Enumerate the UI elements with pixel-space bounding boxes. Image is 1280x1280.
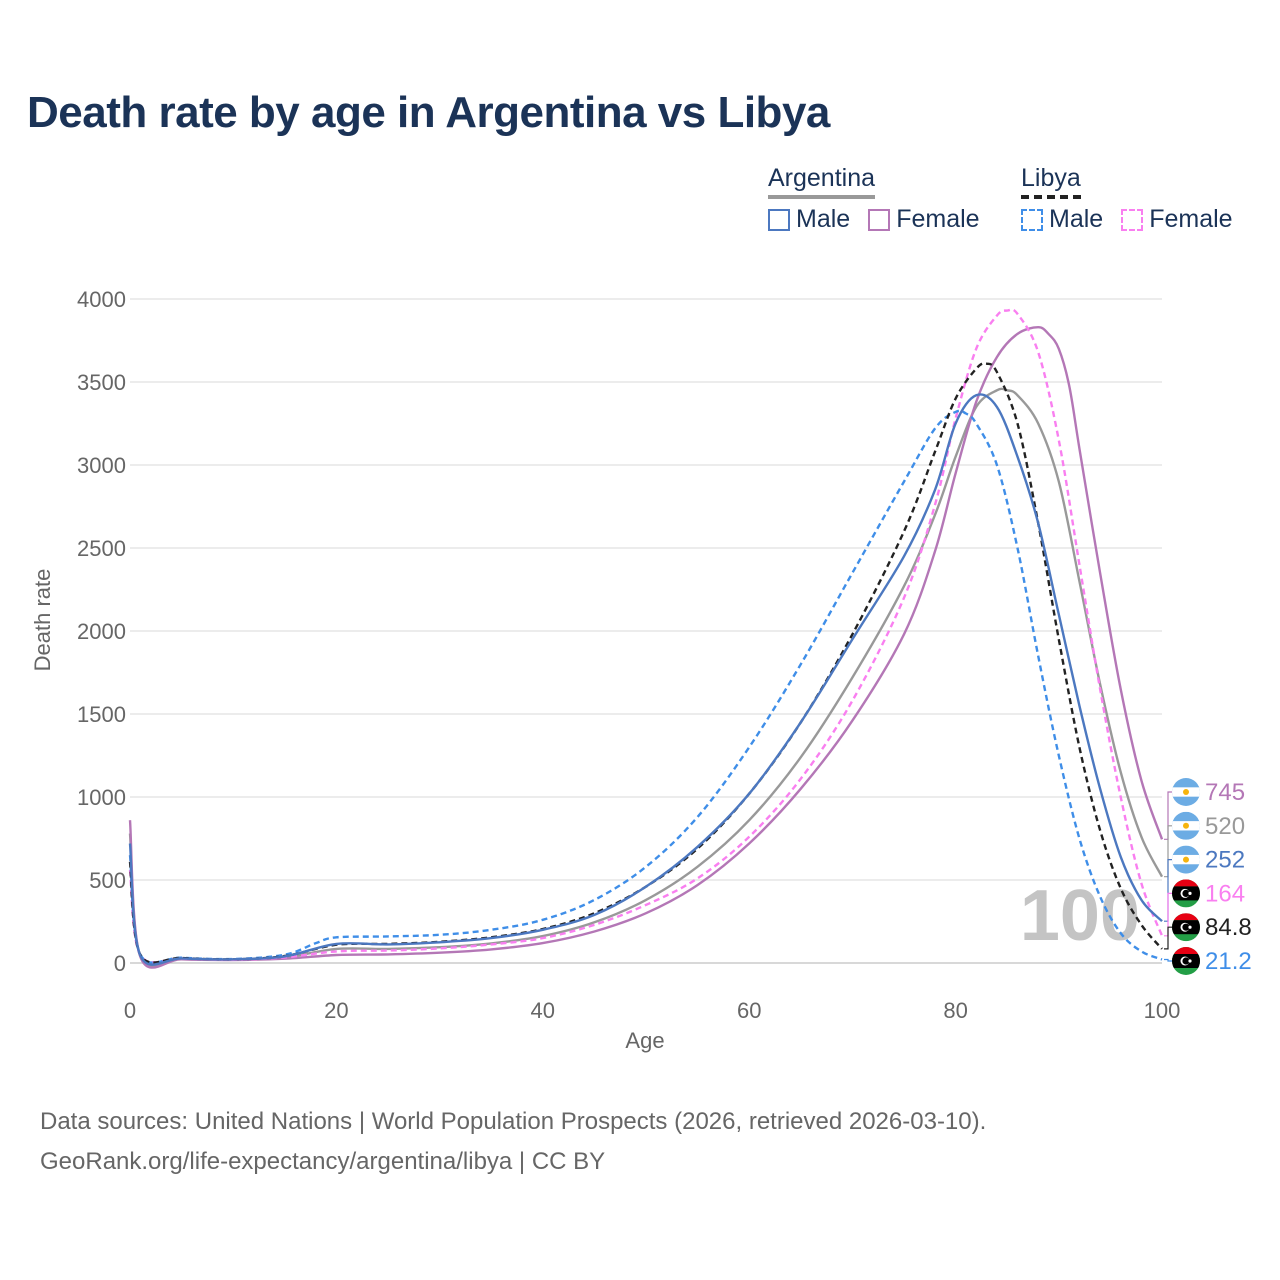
y-tick-500: 500 [89, 868, 126, 893]
legend-libya-label: Libya [1021, 164, 1081, 192]
libya-flag-icon [1172, 947, 1200, 975]
x-axis-label: Age [625, 1028, 664, 1053]
argentina-flag-icon [1172, 845, 1200, 874]
y-tick-2000: 2000 [77, 619, 126, 644]
series-line-lby-female[interactable] [128, 308, 1164, 964]
argentina-flag-icon [1172, 778, 1200, 806]
legend-swatch-argentina-female [868, 208, 891, 231]
y-tick-2500: 2500 [77, 536, 126, 561]
y-tick-1000: 1000 [77, 785, 126, 810]
year-watermark: 100 [1020, 876, 1140, 956]
series-line-arg-female[interactable] [128, 326, 1164, 969]
legend-argentina-title: Argentina [768, 164, 876, 199]
libya-flag-icon [1172, 879, 1200, 908]
series-line-arg-male[interactable] [128, 393, 1163, 966]
end-label-connector-lby-female [1164, 892, 1172, 937]
legend-libya-male[interactable]: Male [1021, 205, 1103, 234]
legend-swatch-argentina-male [768, 208, 790, 231]
series-lines [128, 308, 1164, 969]
x-tick-20: 20 [324, 998, 348, 1023]
end-label-lby-female: 164 [1205, 880, 1245, 907]
end-label-connector-lby-total [1164, 926, 1172, 950]
series-line-arg-total[interactable] [128, 387, 1164, 968]
legend-libya-male-label: Male [1049, 205, 1104, 233]
end-label-lby-total: 84.8 [1205, 914, 1252, 941]
end-label-arg-female: 745 [1205, 779, 1245, 806]
x-tick-80: 80 [943, 998, 967, 1023]
page-title: Death rate by age in Argentina vs Libya [27, 88, 830, 137]
end-labels: 745 520 252 164 84.8 21.2 [1164, 778, 1252, 975]
end-label-connector-arg-male [1164, 859, 1172, 922]
series-line-lby-total[interactable] [128, 362, 1163, 964]
y-tick-0: 0 [114, 951, 126, 976]
legend-libya-female[interactable]: Female [1121, 205, 1233, 234]
series-line-lby-male[interactable] [128, 409, 1163, 964]
footer-link[interactable]: GeoRank.org/life-expectancy/argentina/li… [40, 1148, 606, 1175]
legend-argentina-female[interactable]: Female [868, 205, 980, 234]
libya-flag-icon [1172, 913, 1200, 942]
footer-sources: Data sources: United Nations | World Pop… [40, 1108, 987, 1135]
x-tick-40: 40 [531, 998, 555, 1023]
end-label-connector-arg-female [1164, 791, 1172, 840]
legend-libya-line [1021, 195, 1081, 199]
legend-libya-female-label: Female [1149, 205, 1233, 233]
legend-swatch-libya-female [1121, 208, 1144, 231]
legend-argentina-label: Argentina [768, 164, 876, 192]
end-label-connector-lby-male [1164, 958, 1172, 962]
legend-argentina: Argentina Male Female [768, 164, 998, 234]
y-tick-1500: 1500 [77, 702, 126, 727]
x-tick-100: 100 [1144, 998, 1181, 1023]
legend-argentina-male-label: Male [796, 205, 851, 233]
x-tick-60: 60 [737, 998, 761, 1023]
grid-lines [130, 298, 1162, 964]
legend-argentina-line [768, 195, 876, 199]
legend-argentina-female-label: Female [896, 205, 980, 233]
argentina-flag-icon [1172, 811, 1200, 840]
x-tick-0: 0 [124, 998, 136, 1023]
end-label-arg-total: 520 [1205, 813, 1245, 840]
end-label-connector-arg-total [1164, 825, 1172, 878]
legend-libya: Libya Male Female [1021, 164, 1251, 234]
x-tick-labels: 0 20 40 60 80 100 [124, 998, 1180, 1023]
legend-libya-title: Libya [1021, 164, 1081, 199]
legend-argentina-male[interactable]: Male [768, 205, 850, 234]
end-label-lby-male: 21.2 [1205, 948, 1252, 975]
legend-swatch-libya-male [1021, 208, 1043, 231]
y-tick-labels: 0 500 1000 1500 2000 2500 3000 3500 4000 [77, 287, 126, 976]
y-tick-3000: 3000 [77, 453, 126, 478]
y-axis-label: Death rate [30, 569, 55, 672]
end-label-arg-male: 252 [1205, 847, 1245, 874]
y-tick-4000: 4000 [77, 287, 126, 312]
y-tick-3500: 3500 [77, 370, 126, 395]
